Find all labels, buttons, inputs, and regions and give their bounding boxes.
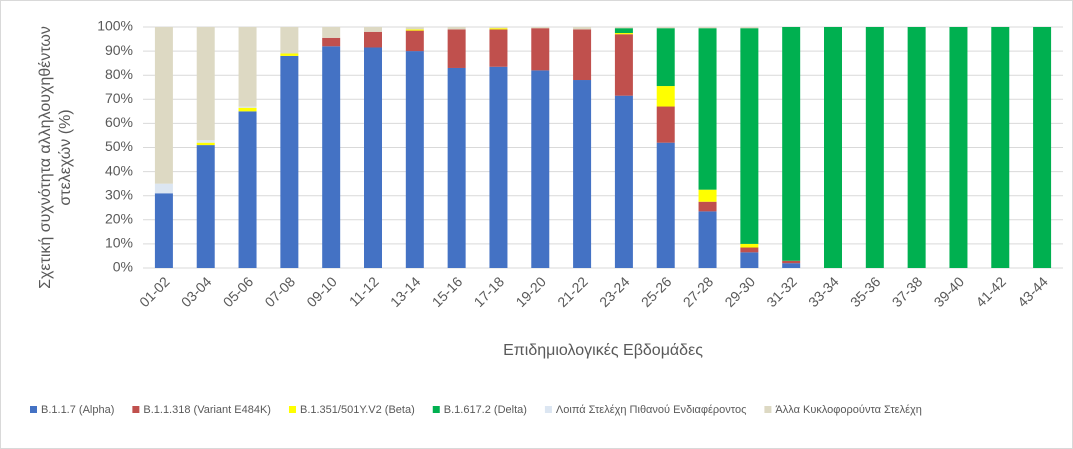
bar-segment [991,27,1010,268]
y-tick-label: 70% [105,90,133,106]
bar-segment [740,252,759,268]
x-axis-title: Επιδημιολογικές Εβδομάδες [503,342,703,359]
bar-segment [238,27,257,107]
bar-segment [489,29,508,67]
bar-segment [573,27,592,30]
legend-swatch [30,406,37,413]
bar-segment [740,27,759,29]
bar-segment [364,27,382,32]
bar-segment [238,111,257,268]
bar-segment [949,27,968,268]
bar-segment [531,28,550,71]
bar-segment [196,140,215,143]
y-tick-label: 10% [105,235,133,251]
bar-segment [614,34,633,96]
bar-segment [238,106,257,108]
bar-segment [824,27,842,268]
y-tick-label: 60% [105,114,133,130]
bar-segment [489,66,508,268]
bar-segment [447,67,466,268]
bar-segment [656,142,675,268]
legend-swatch [132,406,140,413]
bar-segment [447,29,466,68]
bar-segment [907,27,926,268]
bar-segment [698,27,717,29]
bar-segment [405,30,424,52]
bar-segment [573,29,592,81]
bar-segment [196,27,215,141]
bar-segment [656,27,675,29]
bar-segment [740,243,759,248]
bar-segment [782,260,801,264]
legend-label: Άλλα Κυκλοφορούντα Στελέχη [775,404,921,416]
bar-segment [489,27,508,29]
y-axis-title: στελεχών (%) [57,109,74,205]
bar-segment [280,55,299,268]
bar-segment [614,27,633,29]
legend-swatch [288,406,296,413]
legend-swatch [432,406,440,413]
bar-segment [531,70,550,268]
bar-segment [698,189,717,202]
bar-segment [656,28,675,87]
bar-segment [322,37,341,47]
legend-swatch [544,406,552,413]
bar-segment [364,31,382,48]
legend-label: B.1.351/501Y.V2 (Beta) [300,404,415,416]
legend-label: Λοιπά Στελέχη Πιθανού Ενδιαφέροντος [556,404,746,416]
bar-segment [698,211,717,268]
y-axis-title: Σχετική συχνότητα αλληλουχηθέντων [37,26,54,289]
bar-segment [405,29,424,31]
bar-segment [489,28,508,30]
bar-segment [614,33,633,35]
bar-segment [154,27,173,184]
bar-segment [447,27,466,30]
y-tick-label: 0% [113,259,133,275]
bar-segment [698,28,717,190]
bar-segment [573,80,592,269]
bar-segment [740,247,759,253]
bar-segment [698,201,717,212]
y-tick-label: 50% [105,138,133,154]
bar-segment [238,107,257,112]
bar-segment [531,27,550,29]
y-tick-label: 20% [105,211,133,227]
bar-segment [656,86,675,107]
bar-segment [196,145,215,268]
y-tick-label: 40% [105,162,133,178]
bar-segment [782,263,801,268]
y-tick-label: 90% [105,42,133,58]
legend-swatch [764,406,772,413]
bar-segment [196,142,215,146]
bar-segment [614,28,633,34]
bar-segment [322,46,341,268]
bar-segment [280,53,299,56]
bar-segment [154,193,173,268]
bar-segment [614,95,633,268]
bar-segment [656,106,675,143]
bar-segment [782,27,801,261]
legend-label: B.1.1.7 (Alpha) [41,404,114,416]
legend-label: B.1.617.2 (Delta) [444,404,527,416]
y-tick-label: 100% [97,18,133,34]
bar-segment [740,28,759,244]
y-tick-label: 30% [105,186,133,202]
bar-segment [865,27,884,268]
bar-segment [1033,27,1052,268]
bar-segment [322,27,341,38]
bar-segment [154,183,173,194]
y-tick-label: 80% [105,66,133,82]
bar-segment [405,27,424,30]
bar-segment [280,27,299,54]
legend-label: B.1.1.318 (Variant E484K) [143,404,271,416]
bar-segment [405,51,424,268]
bar-segment [364,47,382,268]
